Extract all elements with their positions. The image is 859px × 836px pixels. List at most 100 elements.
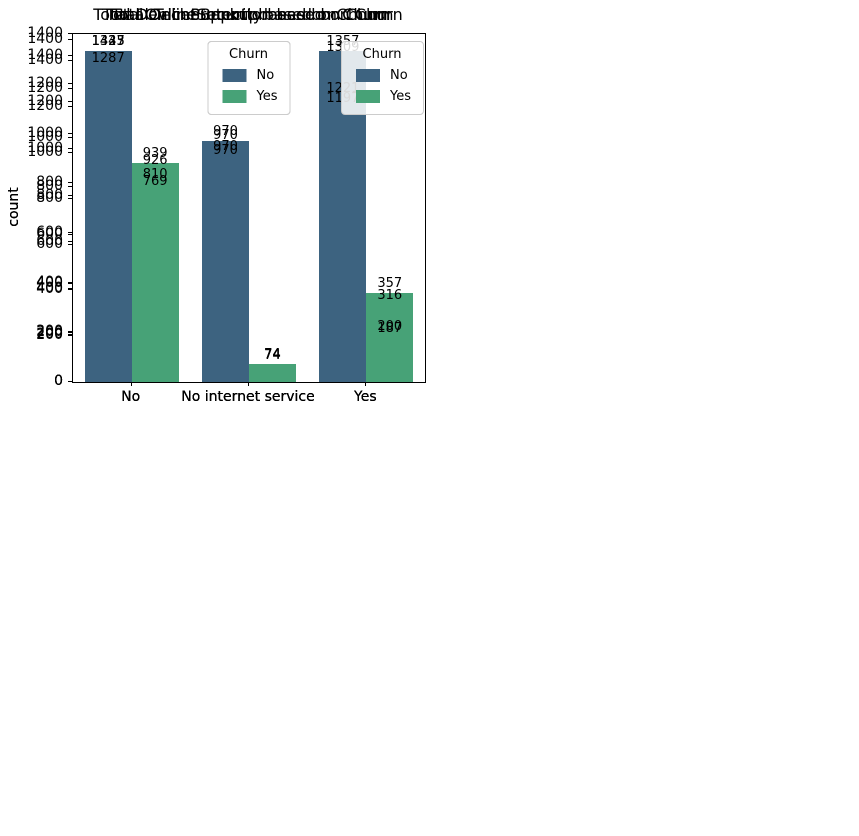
bar-value-label: 74: [264, 348, 281, 364]
y-tick-mark: [68, 39, 72, 41]
legend-swatch-yes: [222, 90, 247, 103]
y-tick-mark: [68, 151, 72, 153]
x-tick-label: No: [121, 389, 141, 405]
bar-value-label: 926: [142, 152, 168, 168]
legend-title: Churn: [229, 47, 268, 62]
y-tick-label: 200: [36, 323, 63, 340]
legend: Churn No Yes: [341, 41, 424, 115]
legend-label-no: No: [390, 68, 408, 83]
y-tick-label: 800: [36, 189, 63, 206]
y-tick-label: 600: [36, 226, 63, 243]
chart-title: Total OnlineBackup based on Churn: [105, 5, 391, 24]
x-tick-label: Yes: [354, 389, 377, 405]
y-tick-label: 0: [54, 373, 63, 389]
legend-item-yes: Yes: [218, 86, 280, 107]
y-tick-mark: [68, 283, 72, 285]
bar-value-label: 200: [377, 319, 403, 335]
y-tick-mark: [68, 281, 72, 283]
y-tick-mark: [68, 33, 72, 35]
x-tick-label: Yes: [354, 389, 377, 405]
bar-value-label: 74: [264, 346, 281, 362]
y-tick-mark: [68, 197, 72, 199]
y-tick-label: 1400: [27, 31, 63, 48]
y-tick-label: 0: [54, 373, 63, 389]
bar-no: [319, 107, 367, 382]
x-tick-mark: [365, 382, 367, 386]
y-tick-label: 1400: [27, 25, 63, 42]
y-tick-mark: [68, 194, 72, 196]
bar-value-label: 187: [377, 321, 403, 337]
y-tick-mark: [68, 101, 72, 103]
legend-label-yes: Yes: [390, 89, 411, 104]
y-tick-mark: [68, 87, 72, 89]
chart-title: Total TechSupport based on Churn: [111, 5, 385, 24]
y-tick-label: 800: [36, 186, 63, 203]
bar-value-label: 316: [377, 287, 403, 303]
y-tick-label: 1400: [27, 46, 63, 63]
y-tick-label: 600: [36, 224, 63, 241]
y-tick-label: 1000: [27, 124, 63, 141]
legend-item-no: No: [218, 65, 280, 86]
y-tick-mark: [68, 243, 72, 245]
y-tick-mark: [68, 334, 72, 336]
y-tick-mark: [68, 287, 72, 289]
bar-value-label: 1287: [91, 50, 125, 66]
bar-value-label: 769: [142, 174, 168, 190]
y-tick-label: 1200: [27, 79, 63, 96]
x-tick-label: No: [121, 389, 141, 405]
y-tick-mark: [68, 60, 72, 62]
y-tick-label: 1200: [27, 93, 63, 110]
y-tick-label: 400: [36, 281, 63, 298]
y-tick-label: 600: [36, 233, 63, 250]
x-tick-label: Yes: [354, 389, 377, 405]
legend-title: Churn: [362, 47, 402, 62]
y-tick-label: 200: [36, 327, 63, 344]
y-tick-mark: [68, 83, 72, 85]
bar-value-label: 970: [213, 128, 238, 144]
bar-value-label: 1447: [91, 33, 125, 49]
y-tick-mark: [68, 381, 72, 382]
legend-label-yes: Yes: [256, 89, 278, 104]
x-tick-mark: [130, 382, 132, 386]
x-tick-label: No internet service: [181, 389, 315, 405]
y-tick-label: 800: [36, 177, 63, 194]
y-tick-mark: [68, 185, 72, 187]
y-tick-label: 1400: [27, 52, 63, 69]
bar-value-label: 1335: [91, 33, 125, 49]
bar-value-label: 970: [213, 124, 238, 140]
bar-yes: [131, 169, 179, 382]
y-tick-label: 1200: [27, 98, 63, 115]
y-tick-mark: [68, 182, 72, 184]
bar-no: [202, 159, 249, 382]
y-tick-label: 600: [36, 235, 63, 252]
x-tick-label: No internet service: [181, 389, 315, 405]
plot-area: Churn No Yes 1447970119792674200: [72, 33, 426, 383]
y-tick-mark: [68, 132, 72, 134]
y-tick-mark: [68, 234, 72, 236]
y-tick-mark: [68, 241, 72, 243]
bar-yes: [249, 365, 296, 382]
y-tick-label: 800: [36, 174, 63, 191]
y-tick-label: 400: [36, 279, 63, 296]
y-tick-label: 1000: [27, 128, 63, 145]
legend-swatch-yes: [356, 90, 380, 103]
chart-title: Total DeviceProtection based on Churn: [93, 5, 403, 24]
bar-no: [84, 50, 132, 382]
x-tick-label: No: [121, 389, 141, 405]
y-tick-mark: [68, 232, 72, 234]
bar-value-label: 1423: [91, 33, 125, 49]
bar-value-label: 939: [142, 146, 168, 162]
y-tick-label: 200: [36, 326, 63, 343]
bar-yes: [366, 336, 414, 382]
y-tick-mark: [68, 106, 72, 108]
chart-title: Total OnlineSecurity based on Churn: [102, 5, 394, 24]
legend-label-no: No: [256, 68, 275, 83]
x-tick-label: No internet service: [181, 389, 315, 405]
legend: Churn No Yes: [207, 41, 291, 115]
y-tick-label: 1200: [27, 75, 63, 92]
y-tick-mark: [68, 148, 72, 150]
x-tick-mark: [248, 382, 249, 386]
y-tick-mark: [68, 289, 72, 291]
x-tick-label: No: [121, 389, 141, 405]
bar-value-label: 970: [213, 139, 238, 155]
